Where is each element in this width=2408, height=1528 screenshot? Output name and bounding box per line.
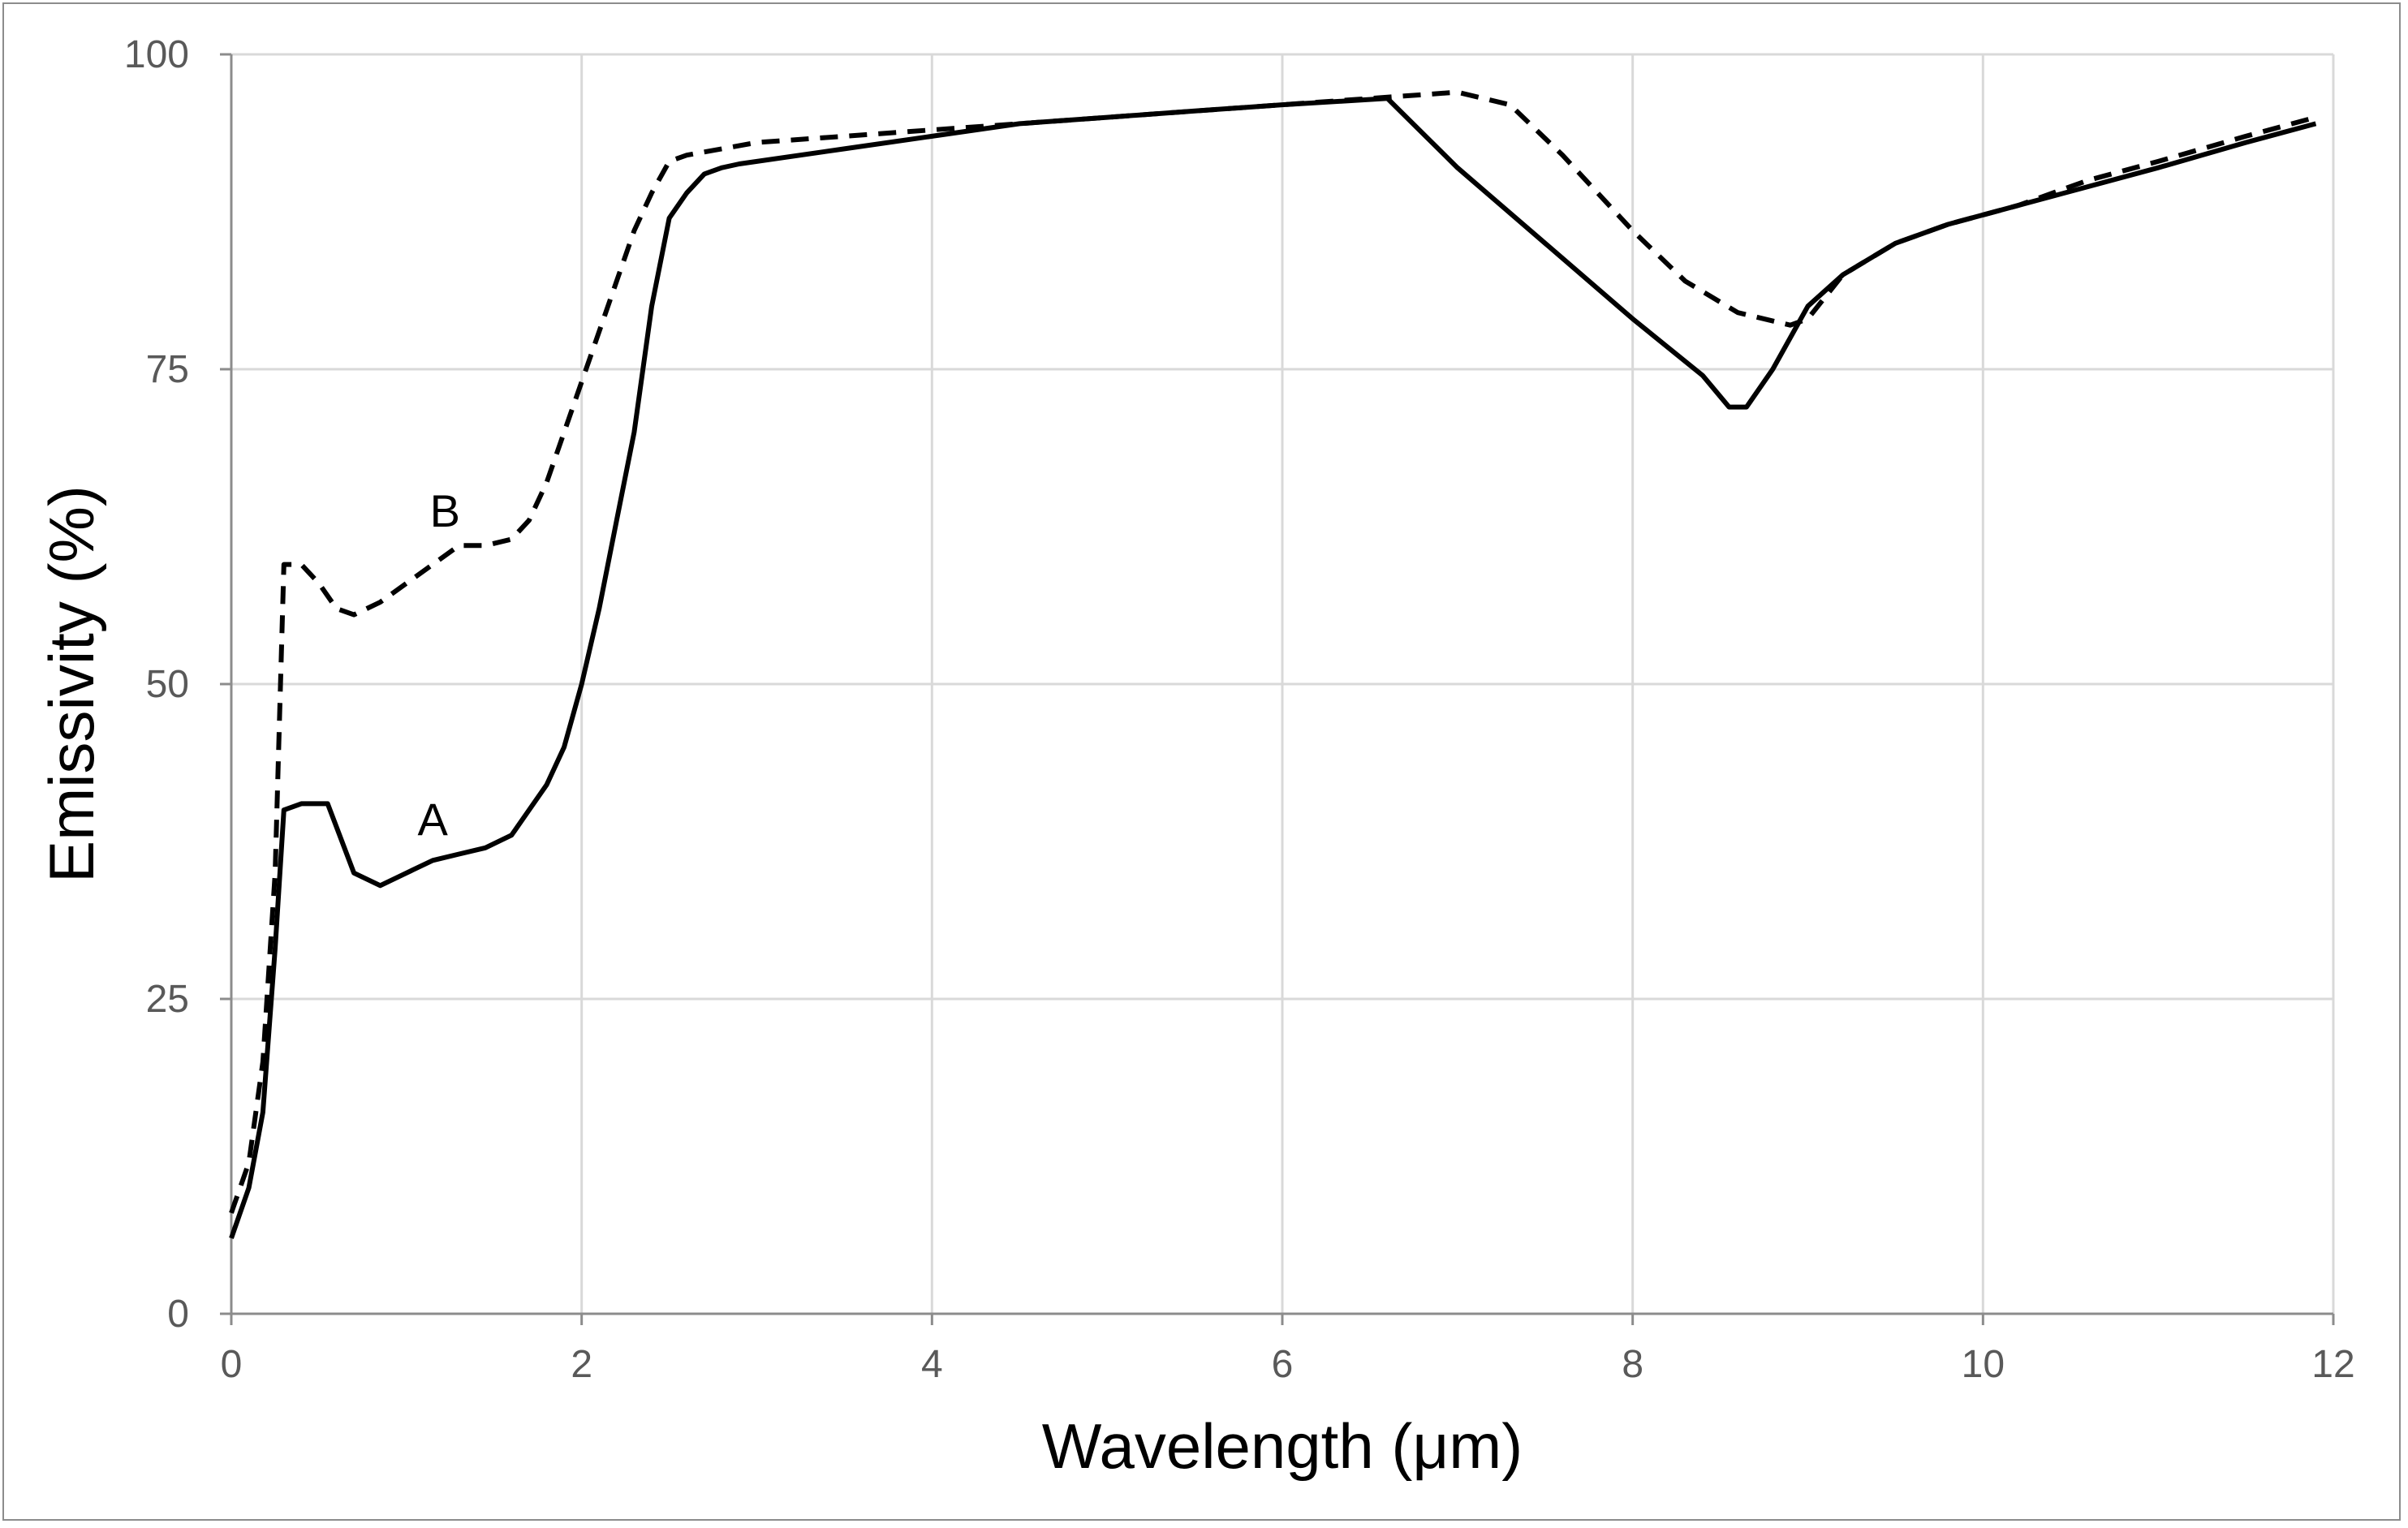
series-line-a bbox=[229, 96, 2317, 1239]
x-tick-label: 12 bbox=[2311, 1343, 2354, 1386]
series-label-a: A bbox=[418, 794, 449, 845]
series-label-b: B bbox=[430, 485, 460, 536]
y-tick-label: 25 bbox=[146, 978, 189, 1021]
x-tick-label: 0 bbox=[221, 1343, 243, 1386]
y-tick-label: 75 bbox=[146, 348, 189, 391]
grid-lines bbox=[231, 53, 2335, 1314]
x-tick-label: 10 bbox=[1962, 1343, 2005, 1386]
tick-labels: 0 2 4 6 8 10 12 0 25 50 75 100 A B bbox=[124, 33, 2355, 1386]
y-tick-label: 100 bbox=[124, 33, 189, 76]
y-tick-label: 0 bbox=[167, 1293, 189, 1336]
y-tick-label: 50 bbox=[146, 663, 189, 706]
series-line-b bbox=[229, 89, 2317, 1214]
x-tick-label: 8 bbox=[1622, 1343, 1643, 1386]
line-chart: 0 2 4 6 8 10 12 0 25 50 75 100 A B Wavelength (μm) Em… bbox=[36, 33, 2355, 1482]
series-lines bbox=[229, 89, 2317, 1239]
axes bbox=[220, 53, 2335, 1325]
y-axis-title: Emissivity (%) bbox=[36, 485, 107, 883]
x-tick-label: 6 bbox=[1272, 1343, 1294, 1386]
x-tick-label: 4 bbox=[921, 1343, 943, 1386]
x-tick-label: 2 bbox=[571, 1343, 592, 1386]
x-axis-title: Wavelength (μm) bbox=[1042, 1410, 1523, 1482]
